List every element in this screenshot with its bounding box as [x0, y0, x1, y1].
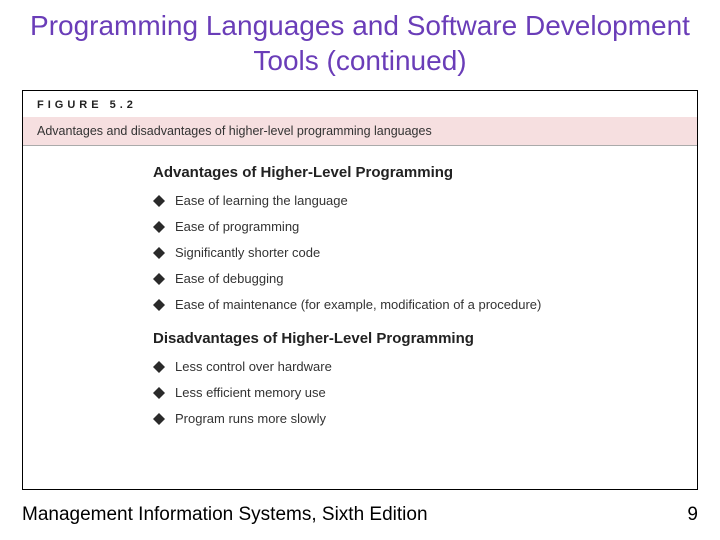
- section-heading-advantages: Advantages of Higher-Level Programming: [153, 164, 687, 181]
- list-item: Less efficient memory use: [153, 385, 687, 400]
- diamond-icon: [153, 273, 165, 285]
- diamond-icon: [153, 195, 165, 207]
- advantages-list: Ease of learning the language Ease of pr…: [153, 193, 687, 312]
- figure-caption: Advantages and disadvantages of higher-l…: [23, 117, 697, 146]
- diamond-icon: [153, 299, 165, 311]
- diamond-icon: [153, 361, 165, 373]
- list-item: Significantly shorter code: [153, 245, 687, 260]
- list-item-label: Less efficient memory use: [175, 385, 326, 400]
- figure-header: FIGURE 5.2: [23, 91, 697, 117]
- list-item-label: Ease of debugging: [175, 271, 283, 286]
- section-heading-disadvantages: Disadvantages of Higher-Level Programmin…: [153, 330, 687, 347]
- footer-text: Management Information Systems, Sixth Ed…: [22, 504, 428, 526]
- list-item-label: Less control over hardware: [175, 359, 332, 374]
- list-item: Less control over hardware: [153, 359, 687, 374]
- list-item-label: Significantly shorter code: [175, 245, 320, 260]
- diamond-icon: [153, 413, 165, 425]
- list-item: Program runs more slowly: [153, 411, 687, 426]
- diamond-icon: [153, 387, 165, 399]
- list-item-label: Ease of maintenance (for example, modifi…: [175, 297, 541, 312]
- disadvantages-list: Less control over hardware Less efficien…: [153, 359, 687, 426]
- list-item: Ease of learning the language: [153, 193, 687, 208]
- page-number: 9: [687, 504, 698, 526]
- list-item: Ease of programming: [153, 219, 687, 234]
- page-title: Programming Languages and Software Devel…: [22, 8, 698, 78]
- figure-label: FIGURE 5.2: [37, 99, 683, 111]
- list-item-label: Ease of learning the language: [175, 193, 348, 208]
- figure-body: Advantages of Higher-Level Programming E…: [23, 146, 697, 447]
- figure-box: FIGURE 5.2 Advantages and disadvantages …: [22, 90, 698, 490]
- list-item: Ease of maintenance (for example, modifi…: [153, 297, 687, 312]
- list-item-label: Ease of programming: [175, 219, 299, 234]
- slide: Programming Languages and Software Devel…: [0, 0, 720, 540]
- list-item: Ease of debugging: [153, 271, 687, 286]
- footer: Management Information Systems, Sixth Ed…: [22, 504, 698, 526]
- list-item-label: Program runs more slowly: [175, 411, 326, 426]
- diamond-icon: [153, 221, 165, 233]
- diamond-icon: [153, 247, 165, 259]
